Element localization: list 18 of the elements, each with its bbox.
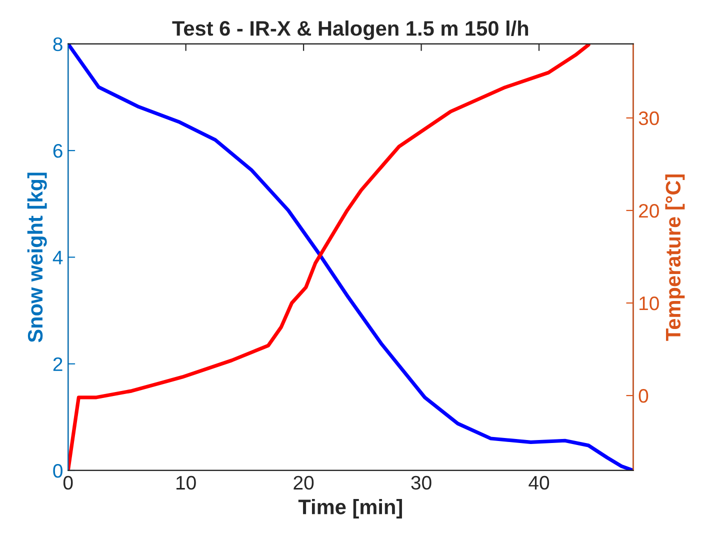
x-tick-label: 10 — [176, 476, 196, 490]
y-tick-label: 4 — [52, 250, 63, 264]
chart-title: Test 6 - IR-X & Halogen 1.5 m 150 l/h — [172, 20, 528, 40]
x-tick-label: 30 — [411, 476, 432, 490]
y-tick-label: 2 — [53, 357, 62, 371]
x-tick-label: 0 — [63, 476, 73, 490]
x-axis-title: Time [min] — [298, 499, 402, 518]
y-tick-label: 0 — [53, 464, 62, 478]
y-tick-label: 8 — [53, 37, 62, 52]
y2-axis-title: Temperature [°C] — [665, 174, 685, 341]
x-tick-label: 40 — [528, 476, 550, 490]
y-tick-label: 6 — [53, 144, 62, 158]
y-axis-title: Snow weight [kg] — [27, 172, 47, 342]
y2-tick-label: 30 — [638, 111, 659, 126]
x-tick-label: 20 — [294, 476, 314, 490]
y2-tick-label: 0 — [638, 389, 648, 403]
y2-tick-label: 10 — [640, 296, 659, 310]
y2-tick-label: 20 — [639, 204, 659, 218]
